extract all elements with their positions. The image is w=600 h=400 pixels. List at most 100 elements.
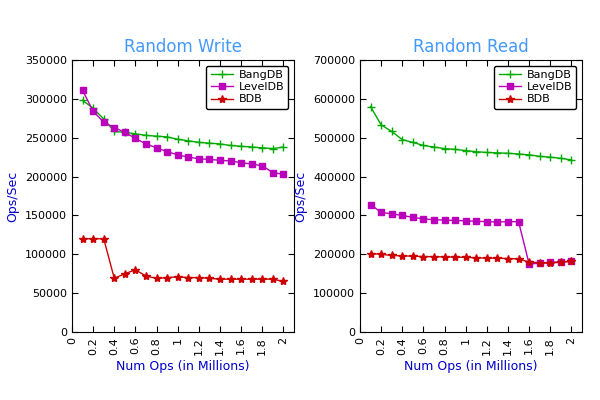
BangDB — [409, 140, 416, 145]
BDB — [164, 275, 171, 280]
Line: BDB: BDB — [367, 249, 575, 267]
BDB — [526, 260, 533, 264]
LevelDB — [89, 109, 97, 114]
BangDB — [174, 137, 181, 142]
BangDB — [142, 133, 149, 138]
BangDB — [420, 143, 427, 148]
BangDB — [269, 146, 277, 151]
Title: Random Read: Random Read — [413, 38, 529, 56]
BDB — [217, 277, 224, 282]
BDB — [280, 279, 287, 284]
BangDB — [526, 152, 533, 157]
X-axis label: Num Ops (in Millions): Num Ops (in Millions) — [404, 360, 538, 373]
LevelDB — [259, 163, 266, 168]
BangDB — [206, 141, 213, 146]
LevelDB — [557, 260, 565, 264]
BDB — [557, 260, 565, 264]
LevelDB — [377, 210, 385, 215]
X-axis label: Num Ops (in Millions): Num Ops (in Millions) — [116, 360, 250, 373]
LevelDB — [494, 220, 501, 224]
BangDB — [441, 146, 448, 151]
BDB — [185, 275, 192, 280]
BDB — [462, 255, 469, 260]
BDB — [547, 261, 554, 266]
BangDB — [367, 104, 374, 109]
BDB — [505, 256, 512, 261]
Line: LevelDB: LevelDB — [368, 202, 574, 267]
BangDB — [110, 129, 118, 134]
LevelDB — [248, 162, 256, 166]
LevelDB — [206, 157, 213, 162]
LevelDB — [153, 146, 160, 150]
BDB — [420, 254, 427, 259]
BDB — [121, 271, 128, 276]
BangDB — [462, 148, 469, 153]
BDB — [79, 236, 86, 241]
BDB — [248, 277, 256, 282]
BDB — [377, 252, 385, 257]
LevelDB — [132, 136, 139, 141]
BDB — [100, 236, 107, 241]
BangDB — [398, 137, 406, 142]
BDB — [473, 255, 480, 260]
BangDB — [238, 144, 245, 149]
BDB — [483, 256, 490, 260]
Line: BangDB: BangDB — [367, 102, 575, 164]
LevelDB — [441, 218, 448, 222]
BDB — [536, 260, 544, 265]
BangDB — [153, 134, 160, 138]
BDB — [269, 277, 277, 282]
BDB — [388, 253, 395, 258]
LevelDB — [568, 259, 575, 264]
BangDB — [164, 134, 171, 139]
BDB — [568, 259, 575, 264]
BangDB — [377, 122, 385, 127]
LevelDB — [398, 213, 406, 218]
BangDB — [259, 146, 266, 150]
LevelDB — [100, 120, 107, 124]
BDB — [259, 277, 266, 282]
LevelDB — [79, 88, 86, 93]
LevelDB — [174, 152, 181, 157]
BDB — [206, 276, 213, 281]
BDB — [227, 277, 234, 282]
BangDB — [195, 140, 202, 145]
LevelDB — [483, 219, 490, 224]
LevelDB — [185, 155, 192, 160]
Y-axis label: Ops/Sec: Ops/Sec — [295, 170, 307, 222]
LevelDB — [367, 202, 374, 207]
Legend: BangDB, LevelDB, BDB: BangDB, LevelDB, BDB — [206, 66, 289, 109]
LevelDB — [164, 149, 171, 154]
LevelDB — [515, 219, 522, 224]
BangDB — [515, 152, 522, 156]
BDB — [515, 256, 522, 261]
BDB — [367, 251, 374, 256]
LevelDB — [420, 216, 427, 221]
BDB — [452, 255, 459, 260]
LevelDB — [388, 212, 395, 216]
BangDB — [483, 150, 490, 155]
LevelDB — [217, 158, 224, 163]
BangDB — [100, 117, 107, 122]
BangDB — [132, 132, 139, 136]
BDB — [441, 255, 448, 260]
BangDB — [568, 158, 575, 162]
LevelDB — [526, 262, 533, 266]
BDB — [153, 276, 160, 281]
Y-axis label: Ops/Sec: Ops/Sec — [7, 170, 19, 222]
BangDB — [557, 156, 565, 161]
BangDB — [473, 149, 480, 154]
LevelDB — [110, 125, 118, 130]
BangDB — [388, 129, 395, 134]
LevelDB — [536, 261, 544, 266]
BangDB — [452, 147, 459, 152]
BangDB — [505, 151, 512, 156]
LevelDB — [142, 142, 149, 146]
LevelDB — [452, 218, 459, 223]
BangDB — [89, 106, 97, 110]
BangDB — [227, 143, 234, 148]
LevelDB — [409, 215, 416, 220]
BangDB — [547, 155, 554, 160]
Line: LevelDB: LevelDB — [80, 88, 286, 177]
BDB — [110, 276, 118, 281]
